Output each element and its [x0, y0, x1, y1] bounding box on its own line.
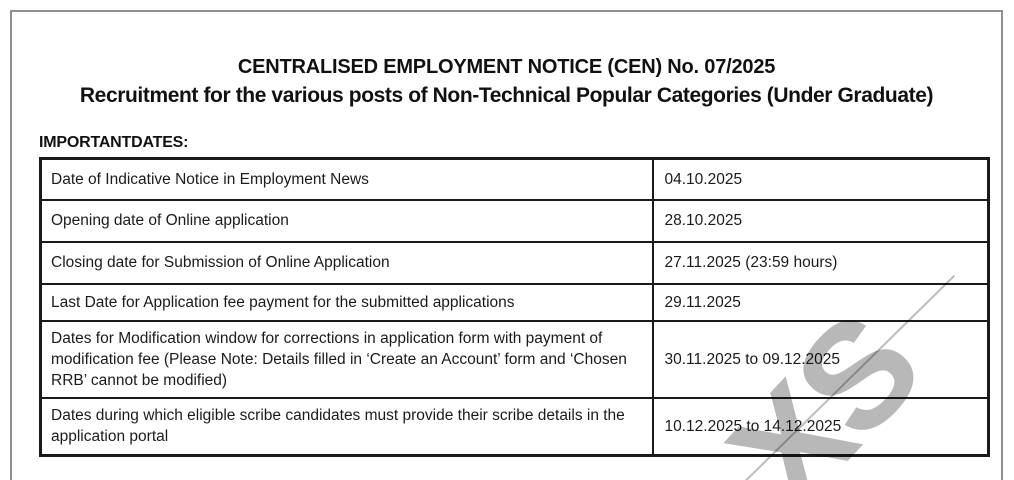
date-value: 27.11.2025 (23:59 hours) [651, 240, 990, 285]
date-event-label: Dates during which eligible scribe candi… [39, 396, 654, 457]
table-row: Date of Indicative Notice in Employment … [39, 157, 990, 201]
document-frame: CENTRALISED EMPLOYMENT NOTICE (CEN) No. … [10, 10, 1003, 480]
date-value: 29.11.2025 [651, 282, 990, 322]
table-row: Opening date of Online application 28.10… [39, 198, 990, 243]
date-value: 04.10.2025 [651, 157, 990, 201]
date-event-label: Date of Indicative Notice in Employment … [39, 157, 654, 201]
notice-subtitle: Recruitment for the various posts of Non… [79, 84, 934, 107]
date-event-label: Closing date for Submission of Online Ap… [39, 240, 654, 285]
important-dates-table: Date of Indicative Notice in Employment … [39, 157, 990, 457]
date-event-label: Dates for Modification window for correc… [39, 319, 654, 399]
date-value: 30.11.2025 to 09.12.2025 [651, 319, 990, 399]
date-event-label: Last Date for Application fee payment fo… [39, 282, 654, 322]
date-event-label: Opening date of Online application [39, 198, 654, 243]
notice-title: CENTRALISED EMPLOYMENT NOTICE (CEN) No. … [237, 56, 776, 78]
table-row: Dates during which eligible scribe candi… [39, 396, 990, 457]
table-row: Closing date for Submission of Online Ap… [39, 240, 990, 285]
date-value: 28.10.2025 [651, 198, 990, 243]
important-dates-heading: IMPORTANTDATES: [39, 134, 189, 151]
date-value: 10.12.2025 to 14.12.2025 [651, 396, 990, 457]
table-row: Dates for Modification window for correc… [39, 319, 990, 399]
table-row: Last Date for Application fee payment fo… [39, 282, 990, 322]
